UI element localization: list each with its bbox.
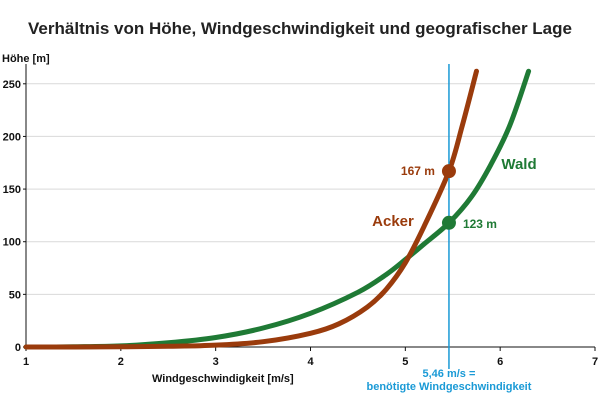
y-tick-label-150: 150 bbox=[3, 184, 21, 196]
x-tick-label-5: 5 bbox=[402, 356, 408, 368]
y-tick-label-0: 0 bbox=[15, 342, 21, 354]
x-tick-label-2: 2 bbox=[118, 356, 124, 368]
x-tick-label-3: 3 bbox=[213, 356, 219, 368]
point-wald bbox=[441, 215, 456, 230]
point-label-acker: 167 m bbox=[401, 164, 435, 178]
y-axis-label: Höhe [m] bbox=[2, 53, 50, 65]
series-line-wald bbox=[23, 68, 532, 350]
y-tick-label-250: 250 bbox=[3, 79, 21, 91]
reference-label-line1: 5,46 m/s = bbox=[423, 368, 476, 380]
series-line-acker bbox=[23, 68, 479, 350]
x-tick-label-6: 6 bbox=[497, 356, 503, 368]
y-tick-label-100: 100 bbox=[3, 237, 21, 249]
x-tick-label-4: 4 bbox=[307, 356, 314, 368]
chart-title: Verhältnis von Höhe, Windgeschwindigkeit… bbox=[28, 19, 572, 38]
y-tick-label-200: 200 bbox=[3, 131, 21, 143]
x-tick-label-7: 7 bbox=[592, 356, 598, 368]
x-axis-label: Windgeschwindigkeit [m/s] bbox=[152, 373, 294, 385]
series-label-acker: Acker bbox=[372, 213, 414, 230]
y-tick-label-50: 50 bbox=[9, 289, 21, 301]
x-tick-label-1: 1 bbox=[23, 356, 29, 368]
series-label-wald: Wald bbox=[501, 156, 536, 173]
point-acker bbox=[441, 164, 456, 179]
point-label-wald: 123 m bbox=[463, 217, 497, 231]
reference-label-line2: benötigte Windgeschwindigkeit bbox=[367, 381, 532, 393]
